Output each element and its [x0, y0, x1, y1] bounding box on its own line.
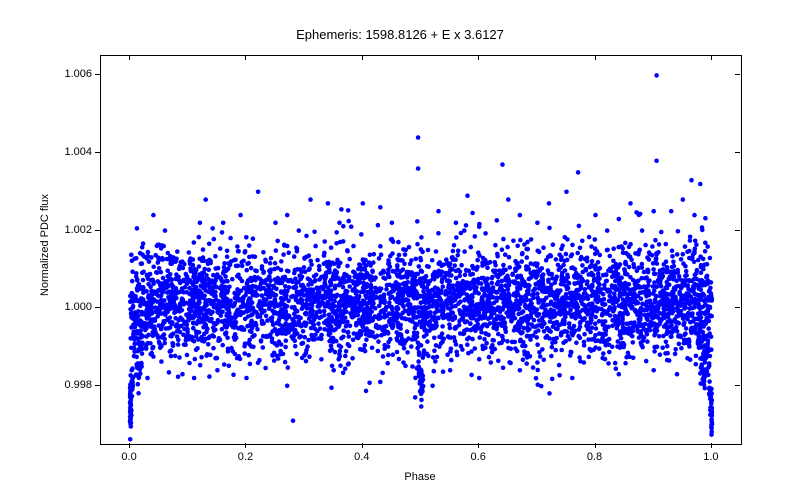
figure: Ephemeris: 1598.8126 + E x 3.6127 Normal… — [0, 0, 800, 500]
x-tick-label: 1.0 — [703, 451, 718, 463]
y-tick-label: 1.002 — [50, 224, 92, 236]
x-tick-mark — [362, 443, 363, 448]
y-tick-mark — [735, 230, 740, 231]
y-tick-mark — [95, 74, 100, 75]
x-tick-mark — [711, 443, 712, 448]
x-tick-mark — [245, 55, 246, 60]
y-tick-mark — [95, 230, 100, 231]
x-tick-mark — [362, 55, 363, 60]
x-tick-mark — [478, 55, 479, 60]
x-tick-mark — [595, 443, 596, 448]
x-tick-mark — [129, 443, 130, 448]
x-tick-mark — [595, 55, 596, 60]
x-tick-label: 0.4 — [354, 451, 369, 463]
y-tick-mark — [95, 307, 100, 308]
x-tick-mark — [245, 443, 246, 448]
x-tick-mark — [129, 55, 130, 60]
x-tick-mark — [478, 443, 479, 448]
x-tick-label: 0.6 — [471, 451, 486, 463]
scatter-points — [101, 56, 741, 444]
chart-title: Ephemeris: 1598.8126 + E x 3.6127 — [0, 27, 800, 42]
y-tick-mark — [95, 152, 100, 153]
x-tick-label: 0.8 — [587, 451, 602, 463]
y-tick-label: 1.004 — [50, 146, 92, 158]
plot-area — [100, 55, 742, 445]
y-tick-mark — [735, 307, 740, 308]
y-tick-label: 1.000 — [50, 301, 92, 313]
y-tick-mark — [735, 152, 740, 153]
x-tick-label: 0.2 — [238, 451, 253, 463]
y-tick-mark — [735, 74, 740, 75]
y-tick-mark — [95, 385, 100, 386]
y-tick-mark — [735, 385, 740, 386]
x-axis-label: Phase — [100, 471, 740, 483]
x-tick-mark — [711, 55, 712, 60]
x-tick-label: 0.0 — [121, 451, 136, 463]
y-tick-label: 1.006 — [50, 68, 92, 80]
y-tick-label: 0.998 — [50, 379, 92, 391]
